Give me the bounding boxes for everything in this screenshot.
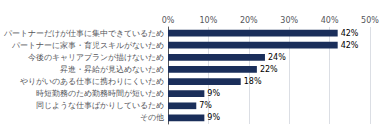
svg-text:18%: 18% [244, 77, 262, 86]
svg-text:パートナーだけが仕事に集中できているため: パートナーだけが仕事に集中できているため [3, 29, 164, 38]
svg-text:0%: 0% [162, 16, 175, 25]
svg-text:9%: 9% [207, 113, 220, 122]
svg-text:24%: 24% [268, 53, 286, 62]
svg-text:50%: 50% [361, 16, 379, 25]
svg-text:今後のキャリアプランが描けないため: 今後のキャリアプランが描けないため [28, 53, 164, 62]
svg-text:7%: 7% [199, 101, 212, 110]
svg-text:やりがいのある仕事に携わりにくいため: やりがいのある仕事に携わりにくいため [20, 77, 164, 86]
svg-text:パートナーに家事・育児スキルがないため: パートナーに家事・育児スキルがないため [11, 41, 164, 50]
svg-text:時短勤務のため勤務時間が短いため: 時短勤務のため勤務時間が短いため [36, 89, 164, 98]
svg-text:その他: その他 [140, 113, 164, 122]
svg-text:40%: 40% [321, 16, 339, 25]
svg-text:42%: 42% [341, 29, 359, 38]
svg-text:42%: 42% [341, 41, 359, 50]
svg-text:30%: 30% [280, 16, 298, 25]
svg-text:20%: 20% [240, 16, 258, 25]
svg-text:昇進・昇給が見込めないため: 昇進・昇給が見込めないため [60, 65, 164, 74]
svg-text:10%: 10% [200, 16, 218, 25]
svg-text:9%: 9% [207, 89, 220, 98]
svg-text:22%: 22% [260, 65, 278, 74]
svg-text:同じような仕事ばかりしているため: 同じような仕事ばかりしているため [36, 101, 164, 110]
